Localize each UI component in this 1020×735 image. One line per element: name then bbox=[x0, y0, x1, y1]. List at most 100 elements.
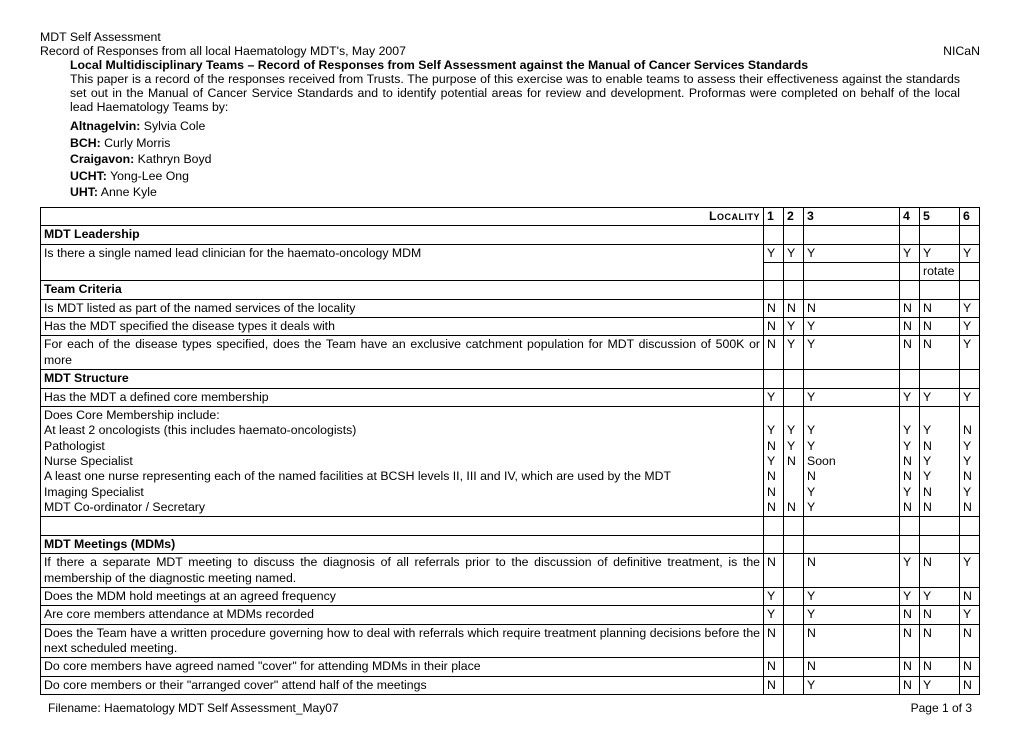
value-cell bbox=[764, 226, 784, 244]
question-cell: Do core members have agreed named "cover… bbox=[41, 658, 764, 676]
value-cell bbox=[804, 517, 900, 535]
value-cell: Y bbox=[900, 244, 920, 262]
value-cell bbox=[920, 517, 960, 535]
value-cell bbox=[804, 281, 900, 299]
value-cell: YYSoonNYY bbox=[804, 406, 900, 517]
value-cell bbox=[804, 370, 900, 388]
value-cell bbox=[764, 370, 784, 388]
intro-bold: Local Multidisciplinary Teams – Record o… bbox=[70, 58, 808, 72]
value-cell bbox=[960, 370, 980, 388]
value-cell: N bbox=[764, 299, 784, 317]
value-cell: N bbox=[804, 624, 900, 658]
value-cell bbox=[960, 535, 980, 553]
value-cell: N bbox=[900, 658, 920, 676]
value-cell bbox=[960, 263, 980, 281]
value-cell: Y bbox=[764, 388, 784, 406]
value-cell: Y bbox=[900, 388, 920, 406]
team-name: Yong-Lee Ong bbox=[107, 169, 189, 183]
value-cell: N bbox=[960, 587, 980, 605]
value-cell: N bbox=[920, 554, 960, 588]
value-cell: YYNNYN bbox=[900, 406, 920, 517]
value-cell: Y bbox=[960, 554, 980, 588]
value-cell bbox=[920, 226, 960, 244]
value-cell: Y bbox=[900, 587, 920, 605]
value-cell: Y bbox=[960, 336, 980, 370]
teams-list: Altnagelvin: Sylvia ColeBCH: Curly Morri… bbox=[70, 118, 980, 201]
value-cell: Y bbox=[920, 388, 960, 406]
value-cell: Y bbox=[920, 587, 960, 605]
value-cell: N bbox=[920, 606, 960, 624]
value-cell: N bbox=[764, 318, 784, 336]
value-cell bbox=[900, 535, 920, 553]
value-cell bbox=[960, 281, 980, 299]
value-cell: N bbox=[920, 299, 960, 317]
team-label: UCHT: bbox=[70, 169, 107, 183]
value-cell: Y bbox=[804, 244, 900, 262]
question-cell: Has the MDT specified the disease types … bbox=[41, 318, 764, 336]
value-cell: YYN N bbox=[784, 406, 804, 517]
value-cell: Y bbox=[784, 244, 804, 262]
team-name: Kathryn Boyd bbox=[134, 152, 211, 166]
value-cell: Y bbox=[804, 587, 900, 605]
section-header: MDT Leadership bbox=[41, 226, 764, 244]
value-cell: Y bbox=[804, 318, 900, 336]
value-cell bbox=[804, 226, 900, 244]
value-cell bbox=[784, 606, 804, 624]
value-cell bbox=[900, 226, 920, 244]
value-cell: YNYYNN bbox=[920, 406, 960, 517]
value-cell bbox=[900, 370, 920, 388]
value-cell bbox=[784, 388, 804, 406]
value-cell: N bbox=[900, 299, 920, 317]
section-header: MDT Meetings (MDMs) bbox=[41, 535, 764, 553]
value-cell: Y bbox=[900, 554, 920, 588]
blank-row bbox=[41, 517, 764, 535]
value-cell: Y bbox=[920, 676, 960, 694]
value-cell bbox=[804, 263, 900, 281]
value-cell: NYYNYN bbox=[960, 406, 980, 517]
question-cell: If there a separate MDT meeting to discu… bbox=[41, 554, 764, 588]
value-cell: Y bbox=[764, 244, 784, 262]
value-cell: N bbox=[900, 318, 920, 336]
value-cell: Y bbox=[784, 336, 804, 370]
value-cell: Y bbox=[960, 318, 980, 336]
value-cell: rotate bbox=[920, 263, 960, 281]
question-cell: Has the MDT a defined core membership bbox=[41, 388, 764, 406]
question-cell: Does the Team have a written procedure g… bbox=[41, 624, 764, 658]
value-cell bbox=[764, 535, 784, 553]
value-cell: Y bbox=[960, 299, 980, 317]
value-cell bbox=[920, 281, 960, 299]
question-cell: Is there a single named lead clinician f… bbox=[41, 244, 764, 281]
footer-filename: Filename: Haematology MDT Self Assessmen… bbox=[48, 701, 339, 715]
col-header: 2 bbox=[784, 207, 804, 225]
question-cell: Are core members attendance at MDMs reco… bbox=[41, 606, 764, 624]
question-cell: Does the MDM hold meetings at an agreed … bbox=[41, 587, 764, 605]
value-cell bbox=[764, 517, 784, 535]
value-cell bbox=[784, 226, 804, 244]
value-cell bbox=[784, 554, 804, 588]
value-cell bbox=[784, 658, 804, 676]
footer-page: Page 1 of 3 bbox=[911, 701, 972, 715]
value-cell: N bbox=[764, 658, 784, 676]
team-label: Altnagelvin: bbox=[70, 119, 140, 133]
value-cell bbox=[960, 517, 980, 535]
value-cell bbox=[784, 263, 804, 281]
value-cell: Y bbox=[960, 606, 980, 624]
col-header: 4 bbox=[900, 207, 920, 225]
section-header: MDT Structure bbox=[41, 370, 764, 388]
value-cell: Y bbox=[960, 244, 980, 262]
title-line-2: Record of Responses from all local Haema… bbox=[40, 44, 406, 58]
value-cell: N bbox=[804, 658, 900, 676]
col-header: 3 bbox=[804, 207, 900, 225]
value-cell bbox=[920, 535, 960, 553]
section-header: Team Criteria bbox=[41, 281, 764, 299]
col-header: 1 bbox=[764, 207, 784, 225]
value-cell: N bbox=[804, 554, 900, 588]
value-cell bbox=[900, 281, 920, 299]
team-name: Anne Kyle bbox=[98, 185, 157, 199]
team-name: Curly Morris bbox=[101, 136, 171, 150]
value-cell bbox=[764, 263, 784, 281]
question-cell: For each of the disease types specified,… bbox=[41, 336, 764, 370]
value-cell: N bbox=[784, 299, 804, 317]
col-header: 6 bbox=[960, 207, 980, 225]
value-cell bbox=[920, 370, 960, 388]
